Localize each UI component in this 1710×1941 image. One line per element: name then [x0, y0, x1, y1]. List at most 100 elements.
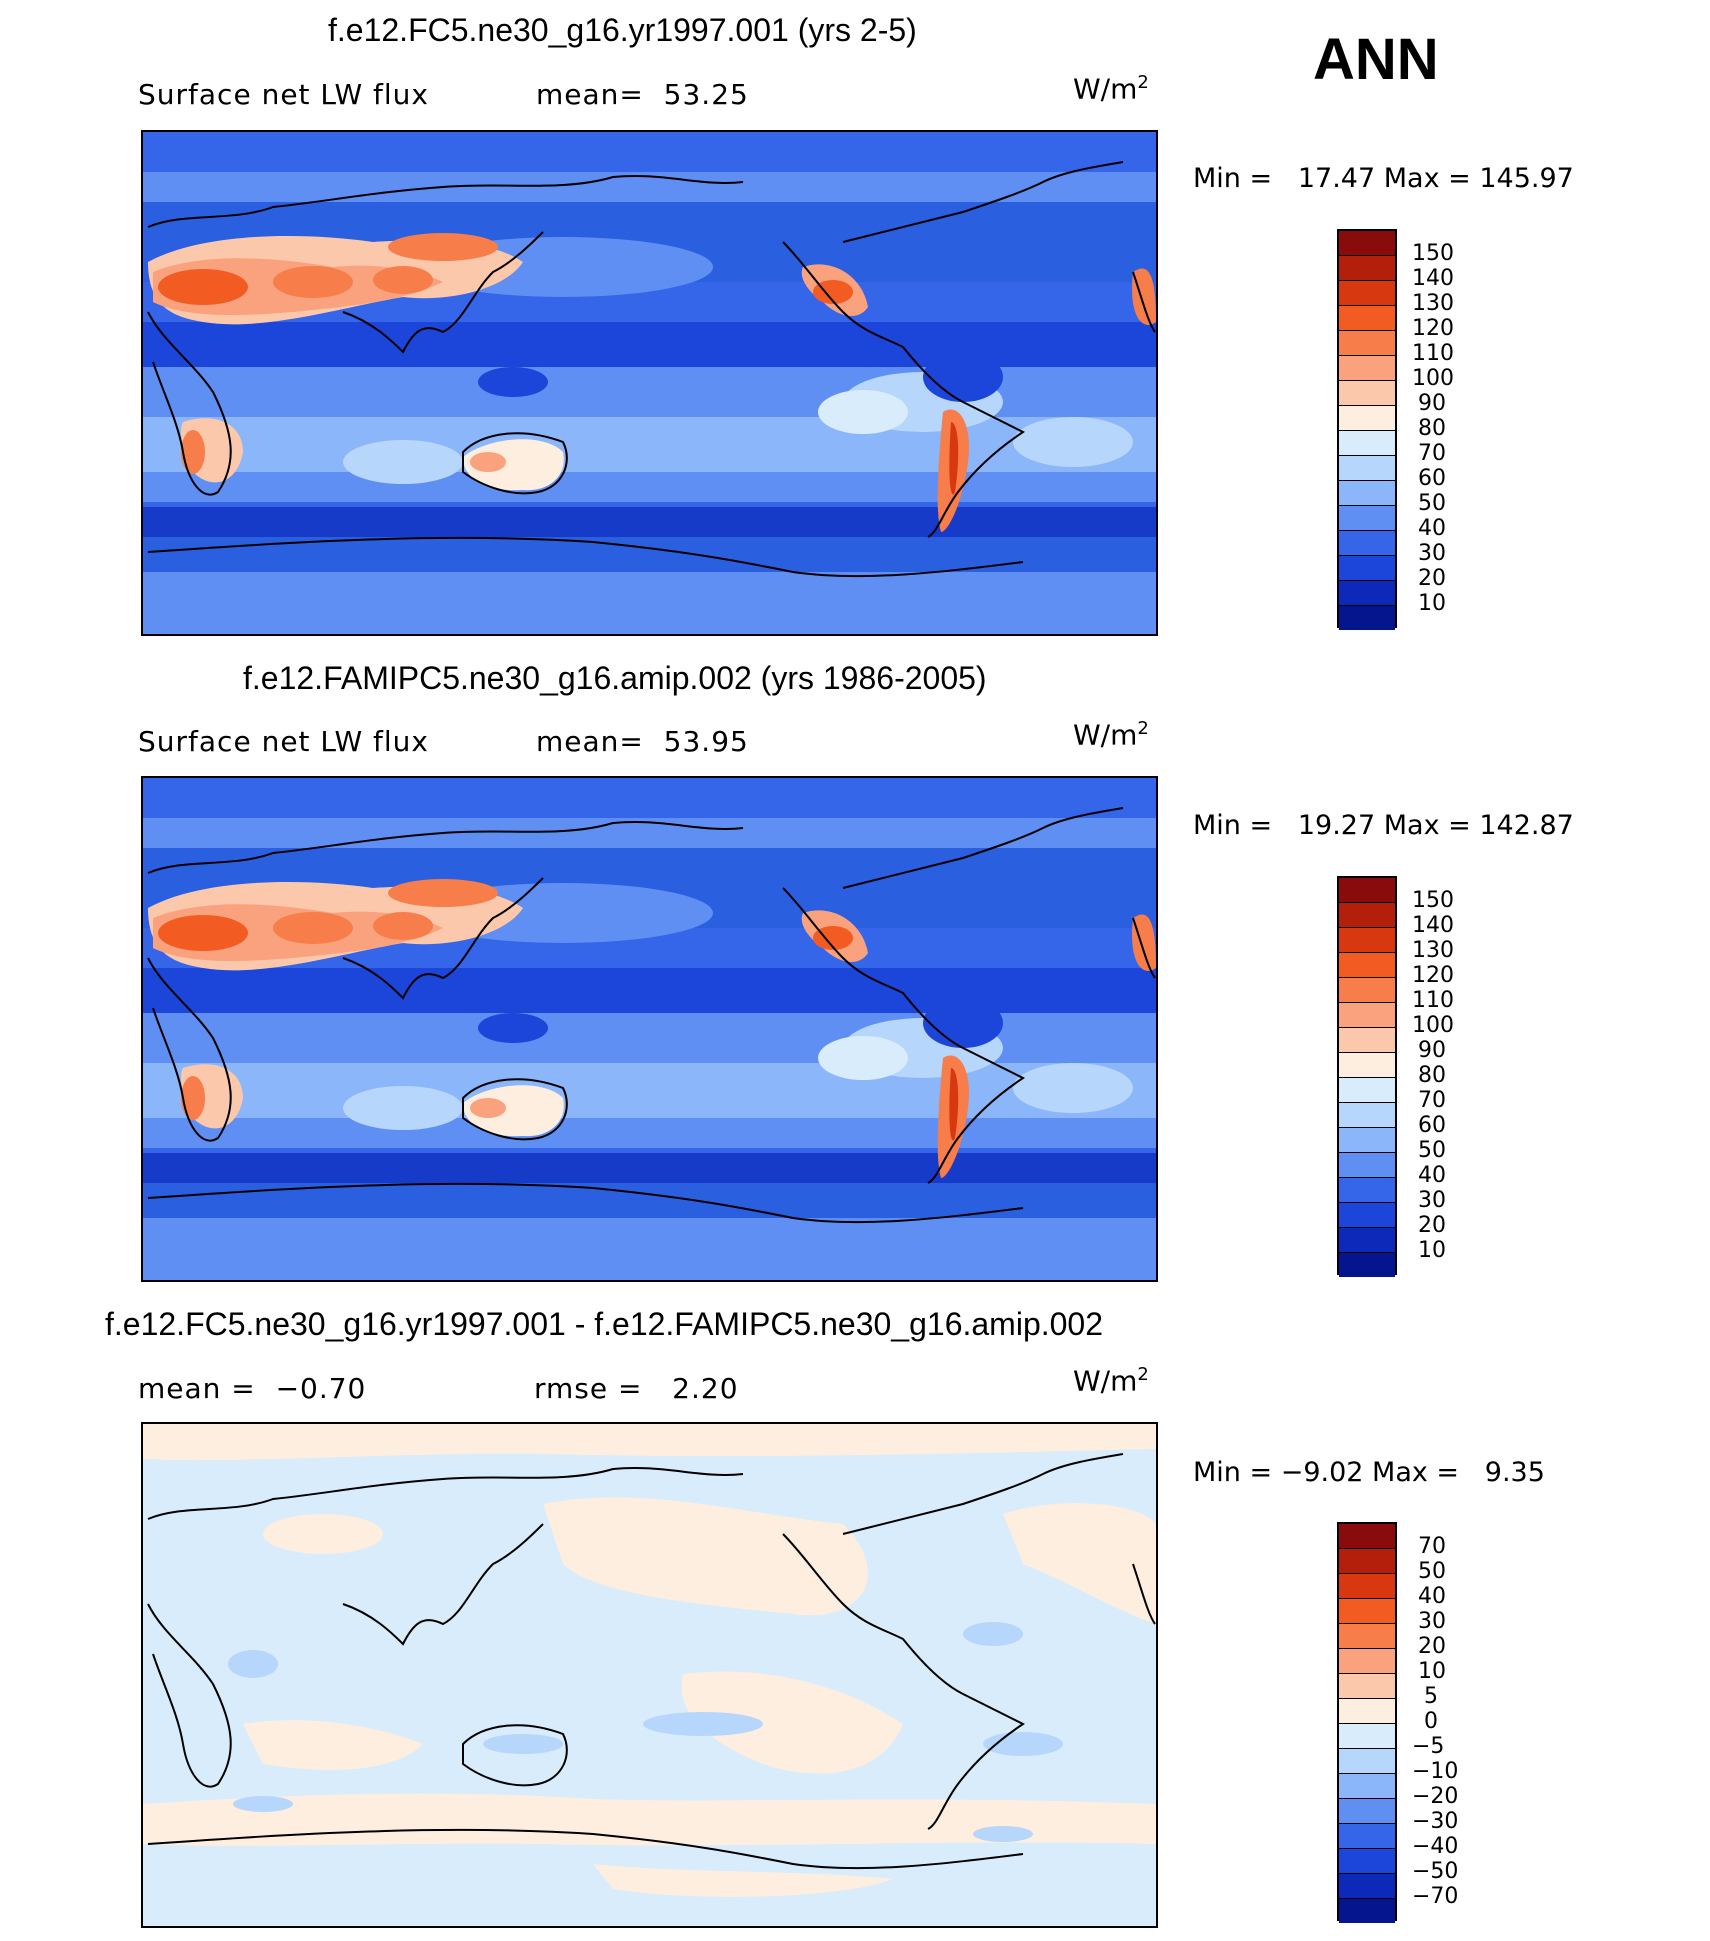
panel-2-colorbar-swatch: [1339, 1253, 1395, 1277]
panel-2-colorbar-label: 80: [1418, 1063, 1446, 1088]
panel-1-colorbar-swatch: [1339, 331, 1395, 356]
panel-1-colorbar-swatch: [1339, 531, 1395, 556]
panel-2-colorbar-label: 30: [1418, 1188, 1446, 1213]
season-label: ANN: [1313, 27, 1439, 92]
panel-1-colorbar-swatch: [1339, 406, 1395, 431]
panel-3-colorbar-label: −50: [1412, 1859, 1459, 1884]
panel-3-colorbar-swatch: [1339, 1649, 1395, 1674]
panel-1-colorbar-swatch: [1339, 481, 1395, 506]
panel-3-colorbar-swatch: [1339, 1849, 1395, 1874]
panel-1-colorbar-label: 50: [1418, 491, 1446, 516]
panel-2-colorbar: [1337, 876, 1397, 1277]
panel-3-map: [141, 1422, 1158, 1928]
panel-3-colorbar-swatch: [1339, 1624, 1395, 1649]
panel-1-colorbar-label: 20: [1418, 566, 1446, 591]
panel-2-colorbar-label: 50: [1418, 1138, 1446, 1163]
panel-1-mean: mean= 53.25: [536, 78, 749, 111]
panel-3-colorbar-swatch: [1339, 1549, 1395, 1574]
panel-2-colorbar-swatch: [1339, 953, 1395, 978]
panel-2-map-svg: [143, 778, 1156, 1280]
panel-1-colorbar-swatch: [1339, 556, 1395, 581]
panel-2-colorbar-label: 100: [1412, 1013, 1454, 1038]
panel-2-colorbar-label: 60: [1418, 1113, 1446, 1138]
panel-1-colorbar-label: 30: [1418, 541, 1446, 566]
panel-1-colorbar-swatch: [1339, 231, 1395, 256]
panel-3-colorbar-swatch: [1339, 1774, 1395, 1799]
panel-2-colorbar-label: 20: [1418, 1213, 1446, 1238]
panel-1-colorbar-label: 120: [1412, 316, 1454, 341]
panel-3-colorbar: [1337, 1522, 1397, 1923]
panel-3-map-svg: [143, 1424, 1156, 1926]
panel-1-colorbar-label: 10: [1418, 591, 1446, 616]
panel-3-colorbar-label: −20: [1412, 1784, 1459, 1809]
panel-3-colorbar-label: −5: [1412, 1734, 1445, 1759]
panel-2-colorbar-label: 10: [1418, 1238, 1446, 1263]
panel-3-colorbar-swatch: [1339, 1524, 1395, 1549]
panel-1-colorbar-swatch: [1339, 381, 1395, 406]
panel-3-colorbar-label: 70: [1418, 1534, 1446, 1559]
panel-1-colorbar-label: 80: [1418, 416, 1446, 441]
panel-3-title: f.e12.FC5.ne30_g16.yr1997.001 - f.e12.FA…: [105, 1306, 1104, 1342]
panel-1-colorbar-label: 70: [1418, 441, 1446, 466]
panel-2-colorbar-label: 120: [1412, 963, 1454, 988]
panel-1-min-max: Min = 17.47 Max = 145.97: [1193, 163, 1574, 194]
panel-1-colorbar-swatch: [1339, 606, 1395, 630]
panel-2-colorbar-swatch: [1339, 1178, 1395, 1203]
panel-2-colorbar-label: 130: [1412, 938, 1454, 963]
panel-1-colorbar-label: 110: [1412, 341, 1454, 366]
panel-2-colorbar-swatch: [1339, 928, 1395, 953]
panel-3-colorbar-label: 5: [1424, 1684, 1438, 1709]
panel-1-colorbar-swatch: [1339, 431, 1395, 456]
panel-3-colorbar-label: 10: [1418, 1659, 1446, 1684]
panel-3-units: W/m2: [1073, 1364, 1149, 1398]
panel-1-colorbar-label: 140: [1412, 266, 1454, 291]
panel-2-colorbar-label: 150: [1412, 888, 1454, 913]
panel-3-colorbar-swatch: [1339, 1749, 1395, 1774]
panel-1-colorbar-label: 130: [1412, 291, 1454, 316]
panel-1-colorbar-label: 60: [1418, 466, 1446, 491]
panel-2-map: [141, 776, 1158, 1282]
panel-2-colorbar-swatch: [1339, 1153, 1395, 1178]
panel-3-colorbar-label: 30: [1418, 1609, 1446, 1634]
panel-3-colorbar-label: 40: [1418, 1584, 1446, 1609]
panel-3-colorbar-label: 50: [1418, 1559, 1446, 1584]
panel-1-title: f.e12.FC5.ne30_g16.yr1997.001 (yrs 2-5): [328, 12, 917, 48]
panel-1-map-svg: [143, 132, 1156, 634]
panel-2-colorbar-label: 140: [1412, 913, 1454, 938]
panel-3-colorbar-swatch: [1339, 1824, 1395, 1849]
panel-2-colorbar-swatch: [1339, 1228, 1395, 1253]
panel-2-colorbar-swatch: [1339, 1203, 1395, 1228]
panel-3-colorbar-swatch: [1339, 1724, 1395, 1749]
panel-2-units: W/m2: [1073, 718, 1149, 752]
panel-2-mean: mean= 53.95: [536, 725, 749, 758]
panel-2-colorbar-swatch: [1339, 1053, 1395, 1078]
panel-3-colorbar-label: −70: [1412, 1884, 1459, 1909]
panel-3-colorbar-label: 20: [1418, 1634, 1446, 1659]
panel-1-colorbar-label: 90: [1418, 391, 1446, 416]
panel-1-variable-label: Surface net LW flux: [138, 78, 429, 111]
panel-3-min-max: Min = −9.02 Max = 9.35: [1193, 1457, 1545, 1488]
panel-1-colorbar-swatch: [1339, 306, 1395, 331]
panel-1-map: [141, 130, 1158, 636]
panel-3-colorbar-swatch: [1339, 1674, 1395, 1699]
panel-3-colorbar-swatch: [1339, 1599, 1395, 1624]
panel-3-mean: mean = −0.70: [138, 1372, 367, 1405]
panel-2-variable-label: Surface net LW flux: [138, 725, 429, 758]
panel-2-colorbar-swatch: [1339, 1003, 1395, 1028]
panel-1-colorbar-swatch: [1339, 456, 1395, 481]
panel-2-colorbar-label: 70: [1418, 1088, 1446, 1113]
panel-3-colorbar-swatch: [1339, 1574, 1395, 1599]
panel-3-colorbar-swatch: [1339, 1899, 1395, 1923]
panel-1-colorbar: [1337, 229, 1397, 630]
panel-1-colorbar-label: 40: [1418, 516, 1446, 541]
panel-2-colorbar-label: 90: [1418, 1038, 1446, 1063]
panel-3-rmse: rmse = 2.20: [534, 1372, 739, 1405]
panel-3-colorbar-swatch: [1339, 1799, 1395, 1824]
panel-2-colorbar-swatch: [1339, 878, 1395, 903]
panel-1-colorbar-label: 150: [1412, 241, 1454, 266]
panel-2-colorbar-swatch: [1339, 1103, 1395, 1128]
panel-2-colorbar-swatch: [1339, 1128, 1395, 1153]
panel-3-colorbar-label: −40: [1412, 1834, 1459, 1859]
panel-1-colorbar-swatch: [1339, 506, 1395, 531]
panel-2-colorbar-swatch: [1339, 903, 1395, 928]
